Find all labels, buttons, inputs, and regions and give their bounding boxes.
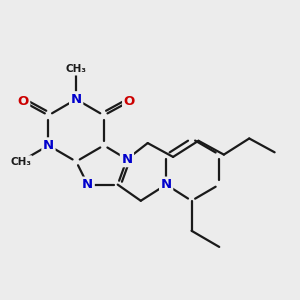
Text: N: N [82, 178, 93, 191]
Text: O: O [17, 95, 29, 108]
Text: N: N [122, 153, 133, 166]
Text: N: N [160, 178, 172, 191]
Text: N: N [70, 93, 82, 106]
Text: N: N [43, 139, 54, 152]
Text: O: O [124, 95, 135, 108]
Text: CH₃: CH₃ [10, 157, 31, 166]
Text: CH₃: CH₃ [66, 64, 87, 74]
